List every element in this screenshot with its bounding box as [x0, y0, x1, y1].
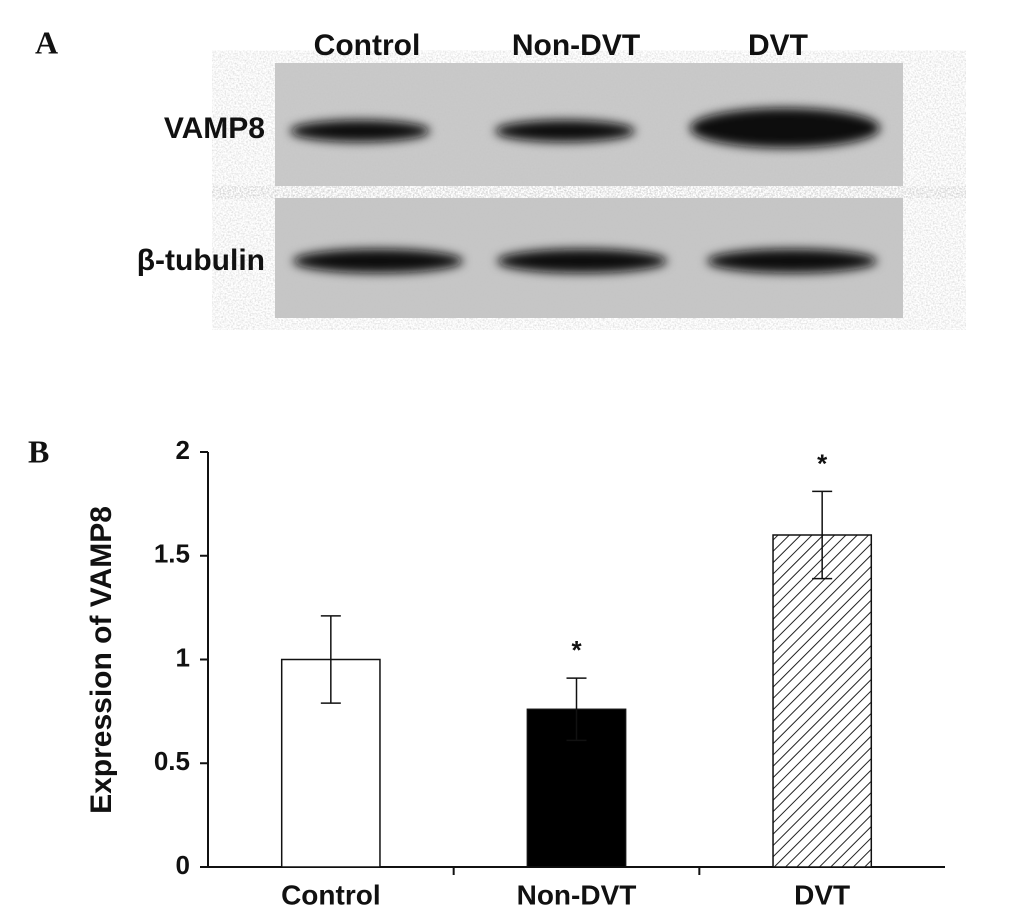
y-tick-label: 1.5 — [154, 539, 190, 569]
band — [495, 120, 635, 142]
row-label: VAMP8 — [164, 112, 265, 145]
band — [690, 108, 880, 148]
annotation: * — [817, 448, 828, 478]
y-axis-label: Expression of VAMP8 — [85, 506, 118, 814]
x-tick-label: Control — [281, 879, 381, 910]
panel-label: A — [35, 24, 58, 60]
row-label: β-tubulin — [137, 244, 265, 277]
band — [293, 249, 463, 273]
lane-label: Control — [314, 29, 421, 62]
lane-label: Non-DVT — [512, 29, 640, 62]
x-tick-label: Non-DVT — [517, 879, 637, 910]
y-tick-label: 0 — [176, 850, 190, 880]
band — [290, 120, 430, 142]
bar — [772, 534, 873, 868]
band — [497, 249, 667, 273]
x-tick-label: DVT — [794, 879, 850, 910]
y-tick-label: 1 — [176, 642, 190, 672]
bar — [280, 658, 381, 868]
y-tick-label: 0.5 — [154, 746, 190, 776]
blot — [275, 63, 903, 318]
band — [707, 249, 877, 273]
lane-label: DVT — [748, 29, 808, 62]
y-tick-label: 2 — [176, 435, 190, 465]
panel-label: B — [28, 433, 49, 469]
annotation: * — [571, 635, 582, 665]
